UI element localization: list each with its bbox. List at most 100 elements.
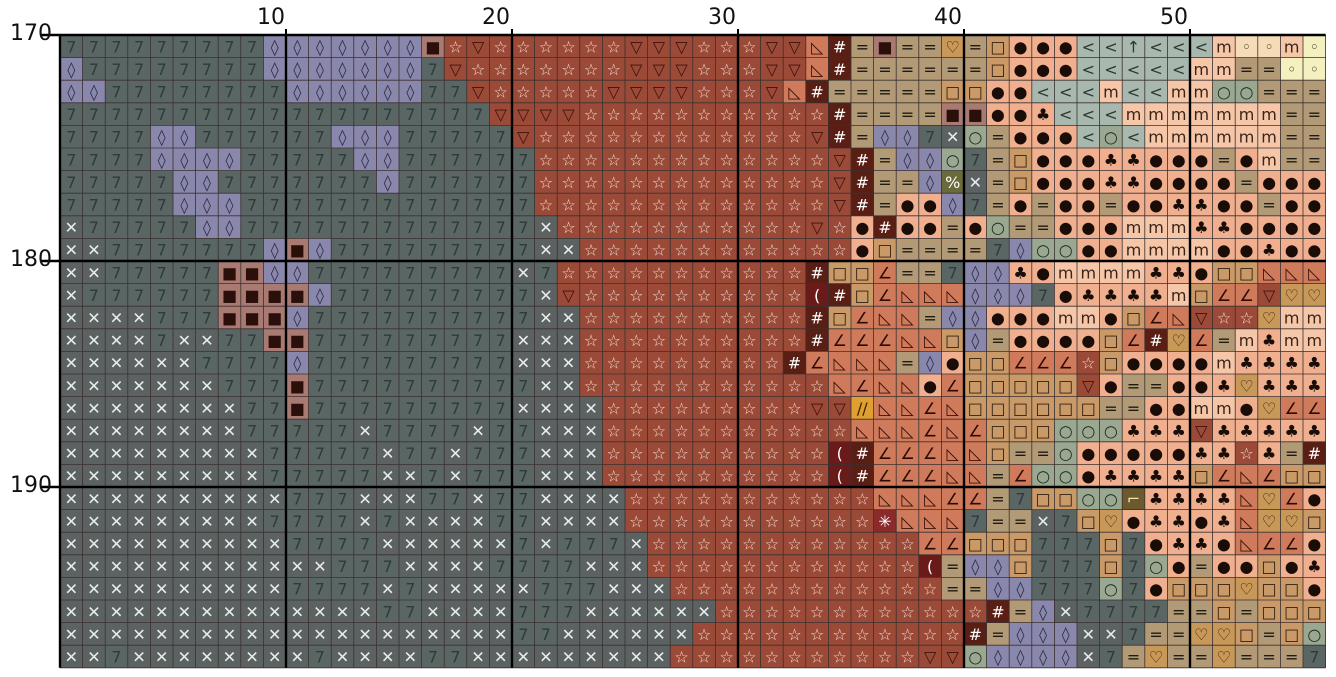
stitch-cell-seven-glyph: 7 — [308, 148, 332, 171]
stitch-cell-x-glyph: ✕ — [602, 577, 625, 600]
seven-glyph: 7 — [157, 309, 167, 328]
x-glyph: ✕ — [223, 602, 236, 621]
stitch-cell-x-glyph: ✕ — [218, 577, 241, 600]
stitch-cell-x-glyph: ✕ — [60, 645, 83, 668]
x-glyph: ✕ — [245, 535, 258, 554]
star-outline: ☆ — [652, 263, 666, 282]
stitch-cell-chevron-left-glyph: < — [1190, 35, 1213, 58]
stitch-cell-seven-glyph: 7 — [421, 487, 445, 510]
stitch-cell-x-glyph: ✕ — [60, 328, 83, 352]
stitch-cell-m-glyph: m — [1235, 125, 1258, 148]
stitch-cell-seven-glyph: 7 — [353, 554, 377, 578]
stitch-cell-square-outline: □ — [1009, 170, 1032, 194]
stitch-cell-seven-glyph: 7 — [421, 306, 445, 329]
stitch-cell-x-glyph: ✕ — [195, 396, 219, 420]
stitch-cell-star-outline: ☆ — [670, 261, 693, 284]
stitch-cell-seven-glyph: 7 — [489, 464, 512, 487]
seven-glyph: 7 — [383, 263, 393, 282]
stitch-cell-star-outline: ☆ — [692, 464, 716, 487]
stitch-cell-star-outline: ☆ — [602, 215, 625, 239]
filled-circle: ● — [991, 105, 1005, 124]
seven-glyph: 7 — [337, 422, 347, 441]
stitch-cell-seven-glyph: 7 — [353, 261, 377, 284]
corner-triangle: ◺ — [856, 354, 869, 373]
stitch-cell-star-outline: ☆ — [625, 351, 648, 374]
seven-glyph: 7 — [496, 331, 506, 350]
seven-glyph: 7 — [360, 444, 370, 463]
stitch-cell-m-glyph: m — [1099, 261, 1123, 284]
m-glyph: m — [1171, 218, 1187, 237]
stitch-cell-x-glyph: ✕ — [218, 396, 241, 420]
star-outline: ☆ — [607, 286, 621, 305]
seven-glyph: 7 — [563, 535, 573, 554]
x-glyph: ✕ — [404, 648, 417, 667]
stitch-cell-m-glyph: m — [1144, 125, 1168, 148]
axis-labels: 10 20 30 40 50 170 180 190 — [10, 5, 1188, 498]
corner-triangle: ◺ — [879, 309, 892, 328]
stitch-cell-star-outline: ☆ — [647, 238, 671, 261]
stitch-cell-star-outline: ☆ — [851, 600, 874, 623]
stitch-cell-star-outline: ☆ — [805, 374, 829, 397]
stitch-cell-x-glyph: ✕ — [557, 464, 580, 487]
stitch-cell-seven-glyph: 7 — [263, 80, 286, 103]
diamond-outline: ◊ — [339, 128, 347, 147]
stitch-cell-triangle-down-outline: ▽ — [783, 35, 806, 58]
corner-triangle: ◺ — [834, 354, 847, 373]
stitch-cell-x-glyph: ✕ — [127, 464, 151, 487]
star-outline: ☆ — [765, 376, 779, 395]
stitch-cell-x-glyph: ✕ — [173, 645, 196, 668]
seven-glyph: 7 — [270, 150, 280, 169]
stitch-cell-seven-glyph: 7 — [240, 396, 264, 420]
filled-circle: ● — [1081, 467, 1095, 486]
seven-glyph: 7 — [360, 354, 370, 373]
stitch-cell-x-glyph: ✕ — [105, 464, 128, 487]
stitch-cell-club-glyph: ♣ — [1167, 419, 1190, 442]
star-outline: ☆ — [810, 422, 824, 441]
stitch-cell-seven-glyph: 7 — [353, 464, 377, 487]
stitch-cell-m-glyph: m — [1303, 306, 1326, 329]
stitch-cell-square-outline: □ — [1212, 577, 1236, 600]
seven-glyph: 7 — [270, 422, 280, 441]
star-outline: ☆ — [697, 467, 711, 486]
stitch-cell-chevron-left-glyph: < — [1167, 35, 1190, 58]
stitch-cell-seven-glyph: 7 — [331, 554, 354, 578]
seven-glyph: 7 — [360, 331, 370, 350]
stitch-cell-square-outline: □ — [1280, 622, 1303, 646]
filled-circle: ● — [1014, 105, 1028, 124]
angle-glyph: ∠ — [1126, 331, 1140, 350]
stitch-cell-filled-circle: ● — [1303, 238, 1326, 261]
stitch-cell-seven-glyph: 7 — [353, 238, 377, 261]
seven-glyph: 7 — [405, 309, 415, 328]
seven-glyph: 7 — [157, 60, 167, 79]
stitch-cell-star-outline: ☆ — [715, 464, 738, 487]
equals-glyph: = — [946, 241, 959, 260]
stitch-cell-seven-glyph: 7 — [964, 193, 987, 216]
stitch-cell-diamond-outline: ◊ — [376, 57, 399, 81]
stitch-cell-star-outline: ☆ — [534, 57, 558, 81]
star-outline: ☆ — [855, 557, 869, 576]
seven-glyph: 7 — [405, 218, 415, 237]
x-glyph: ✕ — [155, 399, 168, 418]
seven-glyph: 7 — [496, 286, 506, 305]
seven-glyph: 7 — [315, 535, 325, 554]
chevron-left-glyph: < — [1149, 83, 1162, 102]
stitch-cell-equals-glyph: = — [896, 238, 919, 261]
star-outline: ☆ — [584, 83, 598, 102]
stitch-cell-star-outline: ☆ — [670, 532, 693, 555]
stitch-cell-x-glyph: ✕ — [150, 622, 173, 646]
x-glyph: ✕ — [584, 422, 597, 441]
star-outline: ☆ — [833, 535, 847, 554]
stitch-cell-hash-glyph: # — [828, 57, 851, 81]
stitch-cell-star-outline: ☆ — [579, 261, 603, 284]
star-outline: ☆ — [810, 557, 824, 576]
stitch-cell-triangle-down-outline: ▽ — [1190, 419, 1213, 442]
stitch-cell-seven-glyph: 7 — [964, 509, 987, 533]
stitch-cell-m-glyph: m — [1190, 396, 1213, 420]
triangle-down-outline: ▽ — [834, 150, 847, 169]
star-outline: ☆ — [674, 128, 688, 147]
x-glyph: ✕ — [223, 467, 236, 486]
stitch-cell-club-glyph: ♣ — [1257, 374, 1281, 397]
stitch-cell-star-outline: ☆ — [760, 125, 784, 148]
filled-circle: ● — [1217, 557, 1231, 576]
stitch-cell-x-glyph: ✕ — [557, 419, 580, 442]
